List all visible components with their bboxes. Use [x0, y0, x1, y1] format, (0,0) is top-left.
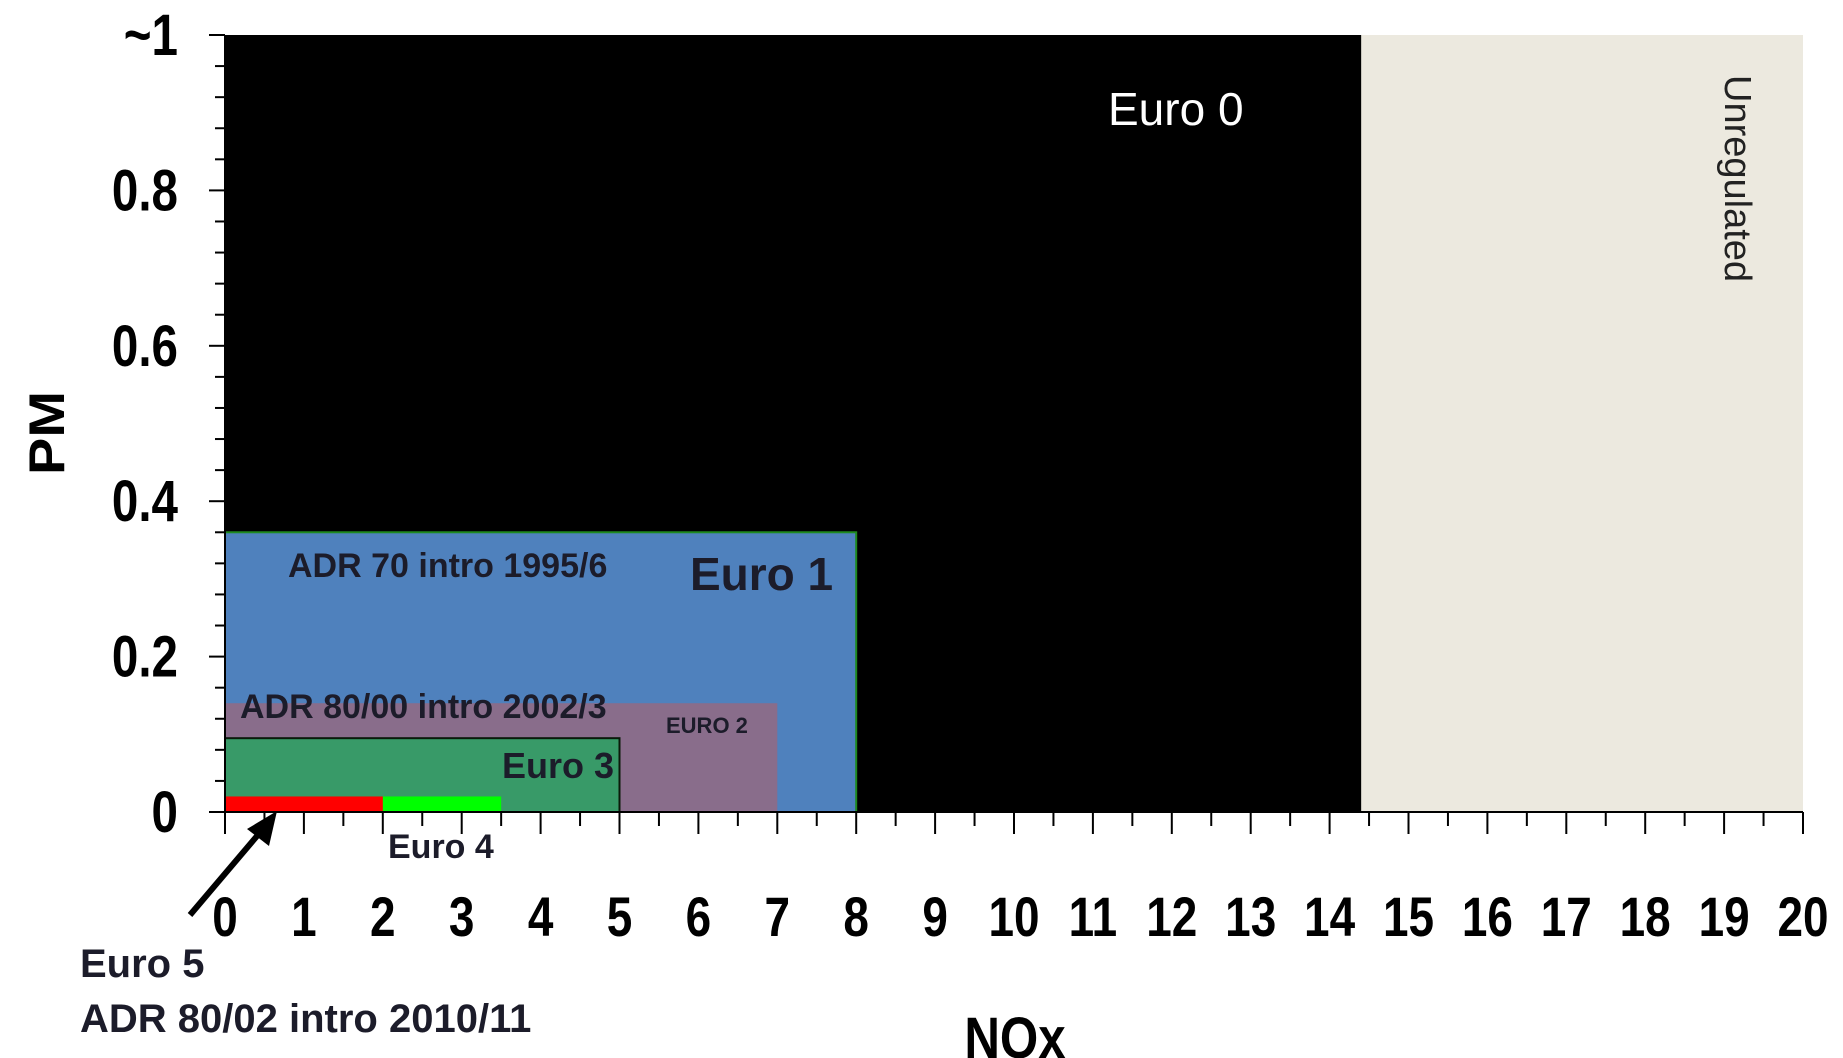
regions-layer — [224, 35, 1803, 814]
x-axis-title: NOx — [964, 1006, 1065, 1058]
x-tick-label: 6 — [686, 886, 712, 948]
x-tick-label: 2 — [370, 886, 396, 948]
x-tick-label: 20 — [1777, 886, 1828, 948]
x-tick-label: 9 — [922, 886, 948, 948]
y-tick-label: 0 — [152, 781, 178, 846]
x-tick-label: 4 — [528, 886, 554, 948]
region-labels: Unregulated Euro 0 Euro 1 ADR 70 intro 1… — [80, 75, 1758, 1041]
y-tick-label: 0.4 — [112, 470, 179, 535]
x-tick-label: 17 — [1541, 886, 1592, 948]
label-unregulated: Unregulated — [1716, 75, 1758, 282]
label-euro-1: Euro 1 — [690, 548, 833, 600]
x-tick-label: 7 — [765, 886, 791, 948]
axes — [209, 34, 1804, 834]
label-adr70: ADR 70 intro 1995/6 — [288, 547, 607, 585]
region-euro-5 — [225, 796, 383, 812]
x-tick-label: 8 — [843, 886, 869, 948]
y-tick-label: 0.2 — [112, 625, 178, 690]
x-tick-label: 19 — [1699, 886, 1750, 948]
x-tick-label: 10 — [988, 886, 1039, 948]
y-tick-label: 0.6 — [112, 314, 178, 379]
label-adr8000: ADR 80/00 intro 2002/3 — [240, 688, 607, 726]
x-tick-label: 13 — [1225, 886, 1276, 948]
label-euro-5: Euro 5 — [80, 942, 204, 986]
y-axis-title: PM — [20, 391, 76, 475]
x-tick-label: 12 — [1146, 886, 1197, 948]
x-tick-label: 11 — [1069, 886, 1118, 948]
x-tick-label: 0 — [212, 886, 238, 948]
x-tick-label: 16 — [1462, 886, 1513, 948]
x-tick-label: 3 — [449, 886, 475, 948]
x-tick-label: 1 — [291, 886, 317, 948]
x-tick-label: 14 — [1304, 886, 1356, 948]
x-tick-label: 15 — [1383, 886, 1434, 948]
x-tick-labels: 0 1 2 3 4 5 6 7 8 9 10 11 12 13 14 15 16 17 18 19 20 — [212, 886, 1828, 948]
label-euro-2: EURO 2 — [666, 713, 748, 738]
x-tick-label: 5 — [607, 886, 633, 948]
y-tick-labels: 0 0.2 0.4 0.6 0.8 ~1 — [112, 4, 179, 846]
label-adr8002: ADR 80/02 intro 2010/11 — [80, 997, 531, 1041]
y-tick-label: 0.8 — [112, 159, 178, 224]
y-tick-label: ~1 — [124, 4, 178, 69]
label-euro-0: Euro 0 — [1108, 83, 1244, 135]
euro-5-arrow — [187, 811, 277, 917]
label-euro-4: Euro 4 — [388, 828, 494, 866]
label-euro-3: Euro 3 — [502, 745, 614, 786]
x-tick-label: 18 — [1620, 886, 1671, 948]
